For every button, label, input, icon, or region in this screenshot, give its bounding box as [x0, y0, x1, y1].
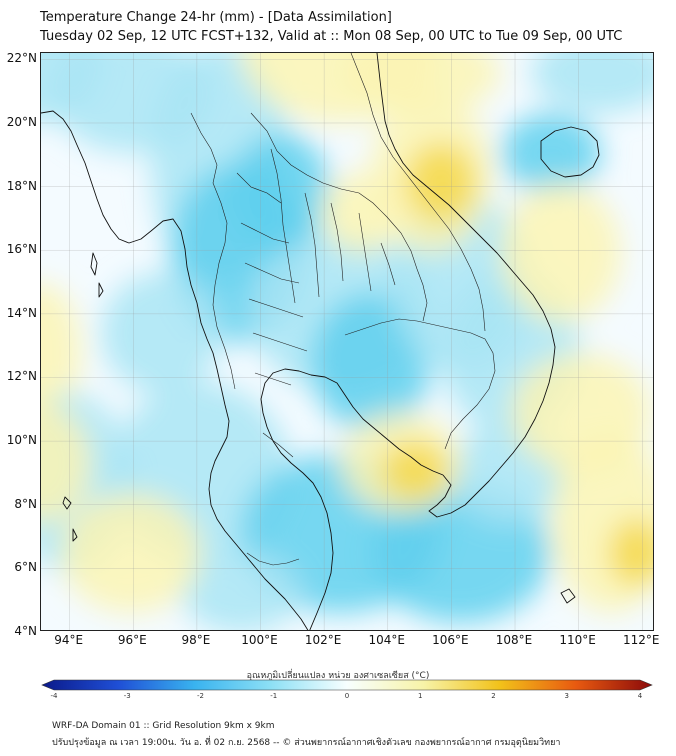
cambodia-border [344, 318, 496, 450]
admin-borders [190, 53, 496, 566]
lon-label-1: 96°E [117, 633, 147, 647]
lat-label-2: 18°N [6, 178, 37, 193]
field-patch-4 [231, 133, 331, 253]
lat-label-3: 16°N [6, 242, 37, 257]
lon-label-6: 106°E [432, 633, 469, 647]
temperature-change-field [41, 53, 653, 630]
colorbar-bar [41, 679, 653, 691]
map-canvas [41, 53, 653, 630]
andaman-islands [90, 252, 104, 298]
natuna-islands [560, 588, 576, 604]
lon-label-8: 110°E [559, 633, 596, 647]
field-patch-22 [321, 173, 401, 253]
gulf-of-thailand-east-coast [310, 374, 444, 476]
colorbar-title: อุณหภูมิเปลี่ยนแปลง หน่วย องศาเซลเซียส (… [246, 671, 430, 681]
field-patch-9 [501, 113, 601, 193]
thai-province-lines [236, 148, 396, 458]
map-title: Temperature Change 24-hr (mm) - [Data As… [40, 10, 392, 25]
field-patch-16 [181, 553, 301, 630]
lon-label-2: 98°E [181, 633, 211, 647]
hainan-island [540, 126, 600, 178]
field-patch-30 [501, 183, 621, 323]
field-patch-27 [609, 519, 653, 587]
coastlines [41, 53, 600, 630]
lon-label-4: 102°E [304, 633, 342, 647]
lat-label-9: 4°N [14, 624, 37, 638]
colorbar-tick-6: 2 [491, 692, 496, 700]
colorbar-tick-5: 1 [418, 692, 423, 700]
lat-label-1: 20°N [6, 114, 37, 129]
field-patch-10 [531, 53, 653, 113]
lat-label-4: 14°N [6, 305, 37, 320]
colorbar-tick-4: 0 [344, 692, 350, 700]
colorbar-tick-8: 4 [637, 692, 643, 700]
lon-label-7: 108°E [495, 633, 533, 647]
nicobar-islands [62, 496, 78, 542]
colorbar-tick-2: -2 [197, 692, 204, 700]
mekong-delta-coast [376, 53, 556, 518]
field-patch-31 [101, 273, 221, 393]
field-patch-19 [405, 143, 477, 223]
mainland-coastline [41, 110, 309, 630]
lon-label-5: 104°E [368, 633, 406, 647]
field-patch-11 [41, 283, 81, 423]
gulf-of-thailand-west-coast [260, 368, 334, 630]
footer-model-info: WRF-DA Domain 01 :: Grid Resolution 9km … [52, 721, 275, 731]
lat-label-0: 22°N [6, 51, 37, 66]
map-subtitle: Tuesday 02 Sep, 12 UTC FCST+132, Valid a… [40, 29, 623, 44]
lon-label-9: 112°E [623, 633, 660, 647]
field-patch-28 [41, 403, 91, 523]
colorbar-tick-3: -1 [270, 692, 278, 700]
lon-label-3: 100°E [241, 633, 278, 647]
lat-label-5: 12°N [6, 369, 37, 384]
lat-label-6: 10°N [6, 433, 37, 448]
footer-credit: ปรับปรุงข้อมูล ณ เวลา 19:00น. วัน อ. ที่… [52, 738, 561, 748]
thailand-laos-border [250, 112, 428, 322]
lon-label-0: 94°E [54, 633, 84, 647]
myanmar-thailand-border [190, 112, 236, 390]
colorbar [41, 679, 653, 691]
field-patch-21 [341, 53, 501, 113]
field-patch-29 [61, 493, 201, 613]
lat-label-8: 6°N [14, 560, 37, 575]
graticule [41, 53, 653, 630]
colorbar-tick-7: 3 [564, 692, 569, 700]
field-patch-24 [381, 441, 449, 501]
thailand-malaysia-border [246, 552, 300, 566]
map-panel [40, 52, 654, 631]
colorbar-tick-0: -4 [50, 692, 58, 700]
colorbar-tick-1: -3 [123, 692, 131, 700]
laos-vietnam-border [350, 53, 486, 332]
lat-label-7: 8°N [14, 496, 37, 511]
